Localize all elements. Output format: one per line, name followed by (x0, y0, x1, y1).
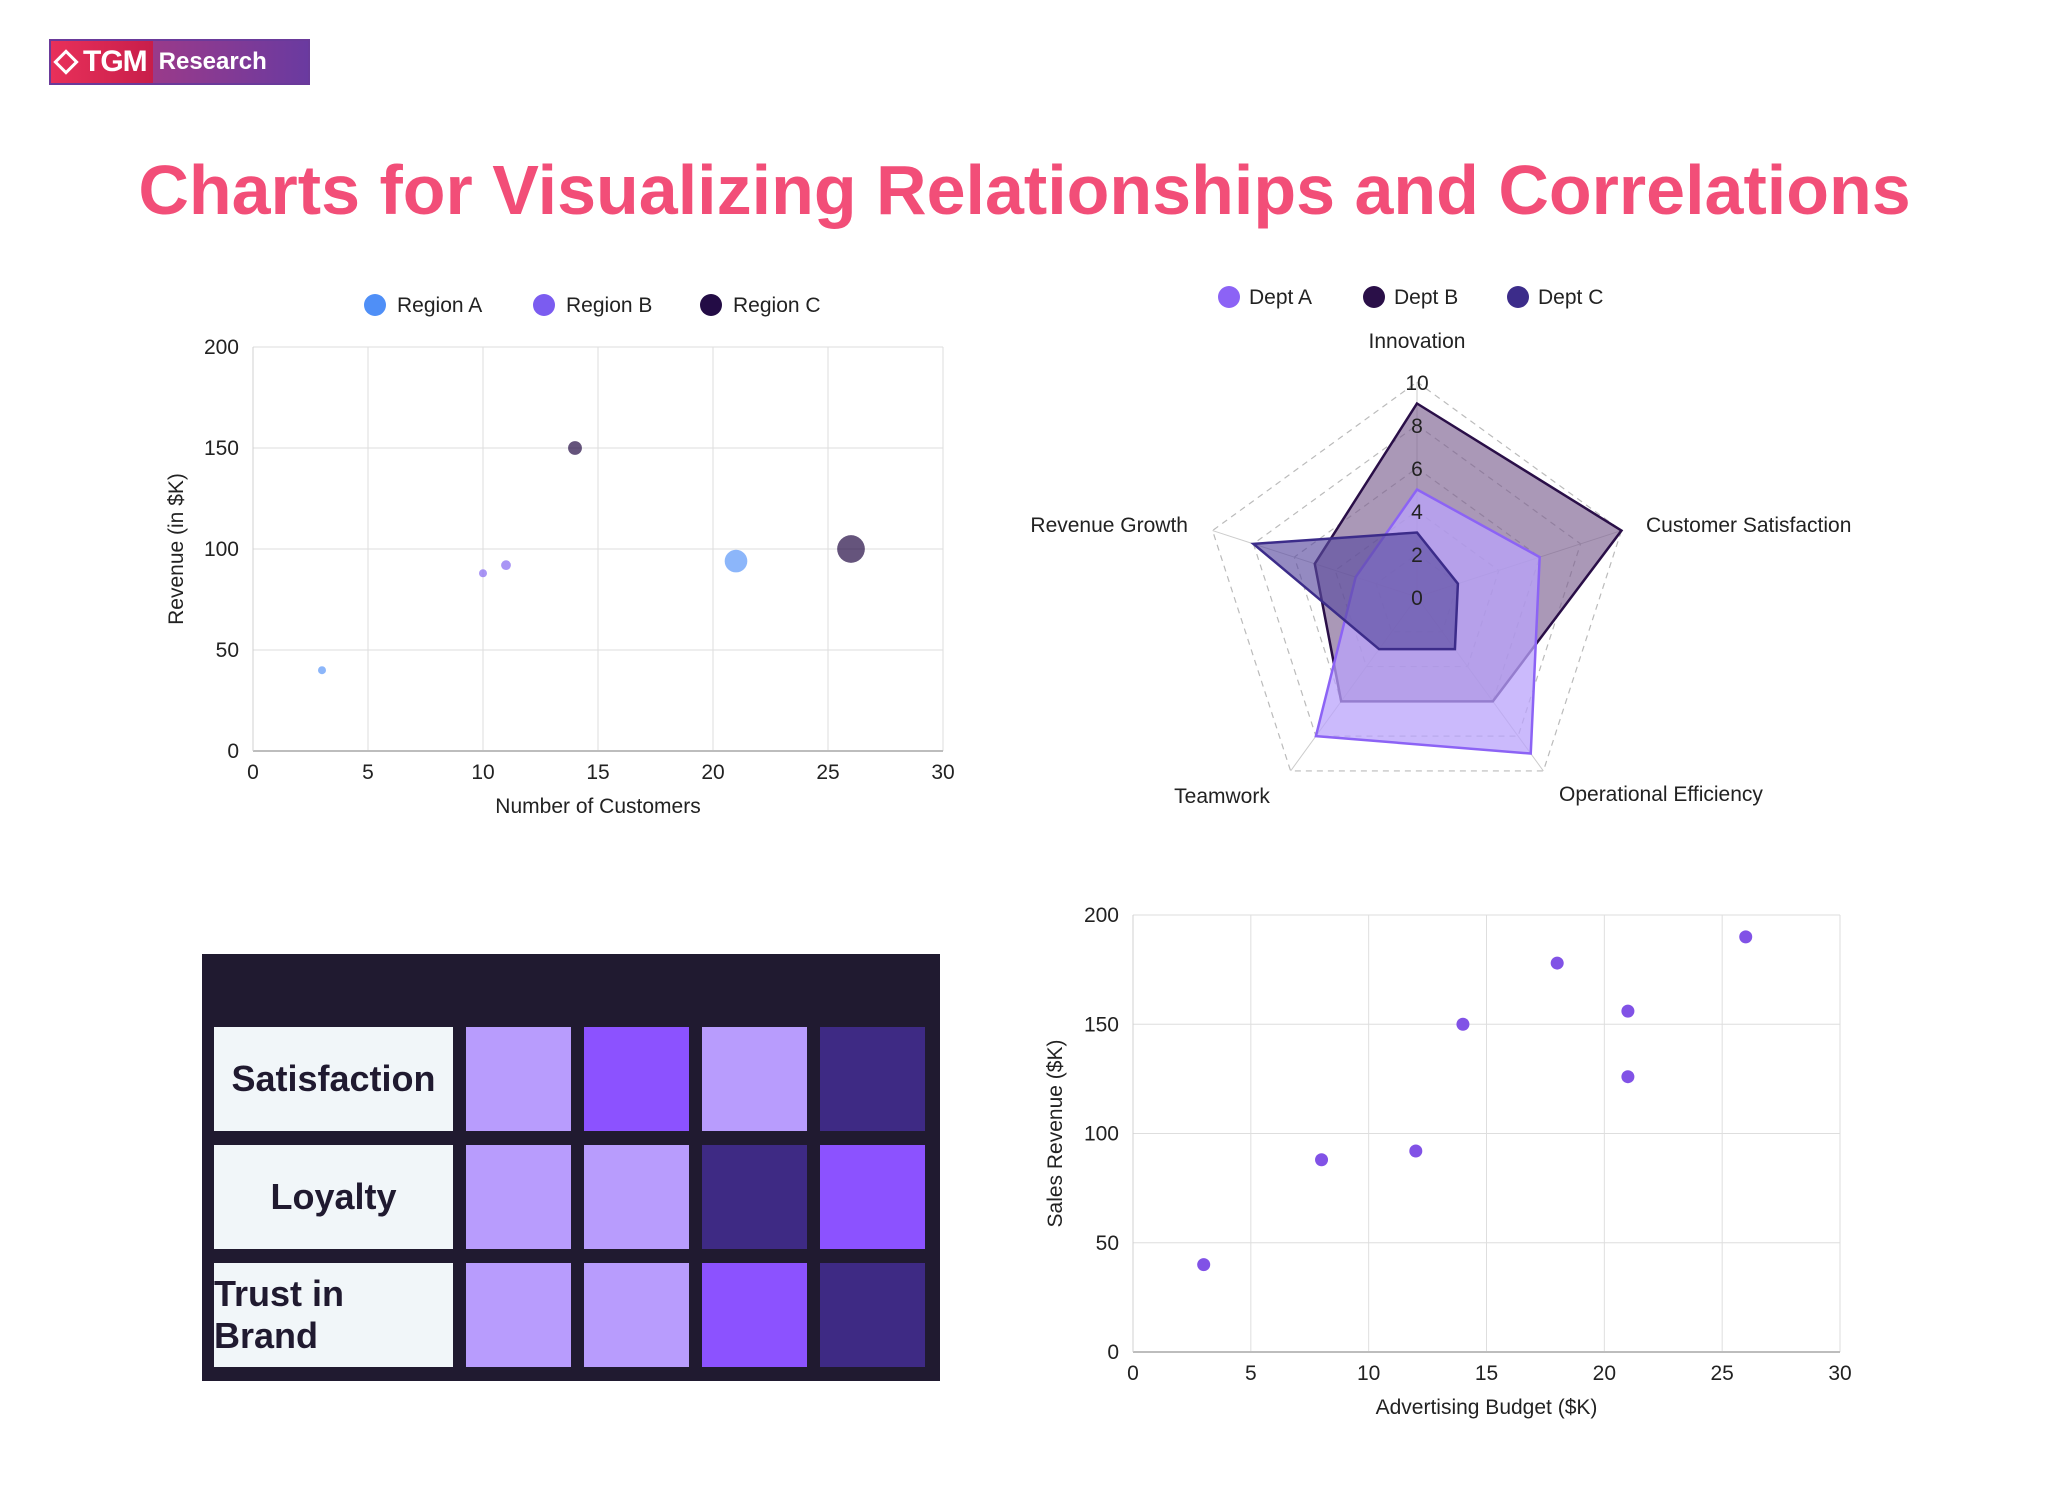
radar-tick-label: 0 (1411, 587, 1423, 610)
scatter-point (1456, 1017, 1470, 1031)
legend-label: Region C (733, 294, 821, 317)
tgm-research-logo: TGM Research (49, 39, 310, 85)
x-axis-title: Number of Customers (495, 795, 700, 818)
scatter-point (1739, 930, 1753, 944)
bubble-point (501, 560, 511, 571)
legend-label: Region A (397, 294, 482, 317)
x-tick-label: 10 (1357, 1362, 1380, 1385)
heatmap-cell (584, 1027, 689, 1131)
page-title: Charts for Visualizing Relationships and… (138, 151, 1911, 229)
y-axis-title: Revenue (in $K) (165, 473, 188, 625)
radar-tick-label: 2 (1411, 544, 1423, 567)
x-tick-label: 5 (1245, 1362, 1257, 1385)
logo-right: Research (152, 41, 308, 83)
y-tick-label: 100 (204, 538, 239, 561)
y-tick-label: 100 (1084, 1123, 1119, 1146)
heatmap-row: Loyalty (214, 1145, 925, 1249)
bubble-point (837, 535, 865, 563)
y-axis-title: Sales Revenue ($K) (1044, 1040, 1067, 1228)
scatter-point (1197, 1258, 1211, 1272)
x-tick-label: 25 (816, 761, 839, 784)
heatmap-cell (820, 1027, 925, 1131)
legend-marker (700, 294, 722, 316)
scatter-point (1550, 956, 1564, 970)
heatmap-row-label: Satisfaction (214, 1027, 453, 1131)
heatmap-cell (584, 1263, 689, 1367)
heatmap-row-label: Loyalty (214, 1145, 453, 1249)
radar-series-dept-c (1250, 531, 1460, 651)
bubble-point (479, 569, 487, 578)
heatmap-row: Satisfaction (214, 1027, 925, 1131)
legend-marker (1218, 286, 1240, 308)
radar-axis-label: Innovation (1369, 330, 1466, 353)
heatmap-cell (466, 1145, 571, 1249)
x-tick-label: 20 (1593, 1362, 1616, 1385)
heatmap-cell (466, 1263, 571, 1367)
bubble-point (724, 549, 748, 573)
radar-axis-label: Operational Efficiency (1559, 783, 1763, 806)
y-tick-label: 200 (204, 336, 239, 359)
legend-marker (1507, 286, 1529, 308)
logo-left: TGM (51, 41, 153, 83)
x-tick-label: 25 (1710, 1362, 1733, 1385)
x-tick-label: 15 (586, 761, 609, 784)
radar-tick-label: 8 (1411, 415, 1423, 438)
radar-axis-label: Revenue Growth (1030, 514, 1188, 537)
legend-label: Dept B (1394, 286, 1458, 309)
scatter-point (1315, 1153, 1329, 1167)
heatmap-row-label: Trust in Brand (214, 1263, 453, 1367)
heatmap-cell (702, 1263, 807, 1367)
legend-marker (533, 294, 555, 316)
x-tick-label: 0 (1127, 1362, 1139, 1385)
scatter-point (1409, 1144, 1423, 1158)
y-tick-label: 150 (1084, 1013, 1119, 1036)
legend-label: Dept A (1249, 286, 1312, 309)
y-tick-label: 50 (1096, 1232, 1119, 1255)
scatter-point (1621, 1004, 1635, 1018)
x-axis-title: Advertising Budget ($K) (1376, 1396, 1598, 1419)
heatmap-row: Trust in Brand (214, 1263, 925, 1367)
x-tick-label: 10 (471, 761, 494, 784)
radar-grid-ring (1211, 381, 1623, 772)
legend-label: Dept C (1538, 286, 1603, 309)
radar-axis-label: Teamwork (1174, 785, 1270, 808)
x-tick-label: 30 (1828, 1362, 1851, 1385)
y-tick-label: 0 (227, 740, 239, 763)
logo-text-tgm: TGM (83, 45, 148, 78)
heatmap-cell (584, 1145, 689, 1249)
y-tick-label: 50 (216, 639, 239, 662)
x-tick-label: 20 (701, 761, 724, 784)
x-tick-label: 30 (931, 761, 954, 784)
radar-tick-label: 10 (1405, 372, 1428, 395)
bubble-point (568, 441, 582, 455)
x-tick-label: 0 (247, 761, 259, 784)
heatmap-cell (702, 1027, 807, 1131)
bubble-point (318, 666, 326, 675)
scatter-point (1621, 1070, 1635, 1084)
heatmap-cell (820, 1263, 925, 1367)
radar-axis-label: Customer Satisfaction (1646, 514, 1851, 537)
legend-marker (364, 294, 386, 316)
y-tick-label: 150 (204, 437, 239, 460)
radar-tick-label: 4 (1411, 501, 1423, 524)
legend-marker (1363, 286, 1385, 308)
heatmap-cell (820, 1145, 925, 1249)
x-tick-label: 15 (1475, 1362, 1498, 1385)
y-tick-label: 0 (1107, 1341, 1119, 1364)
x-tick-label: 5 (362, 761, 374, 784)
heatmap-cell (466, 1027, 571, 1131)
heatmap-cell (702, 1145, 807, 1249)
y-tick-label: 200 (1084, 904, 1119, 927)
heatmap: Satisfaction Loyalty Trust in Brand (202, 954, 940, 1381)
legend-label: Region B (566, 294, 652, 317)
radar-tick-label: 6 (1411, 458, 1423, 481)
